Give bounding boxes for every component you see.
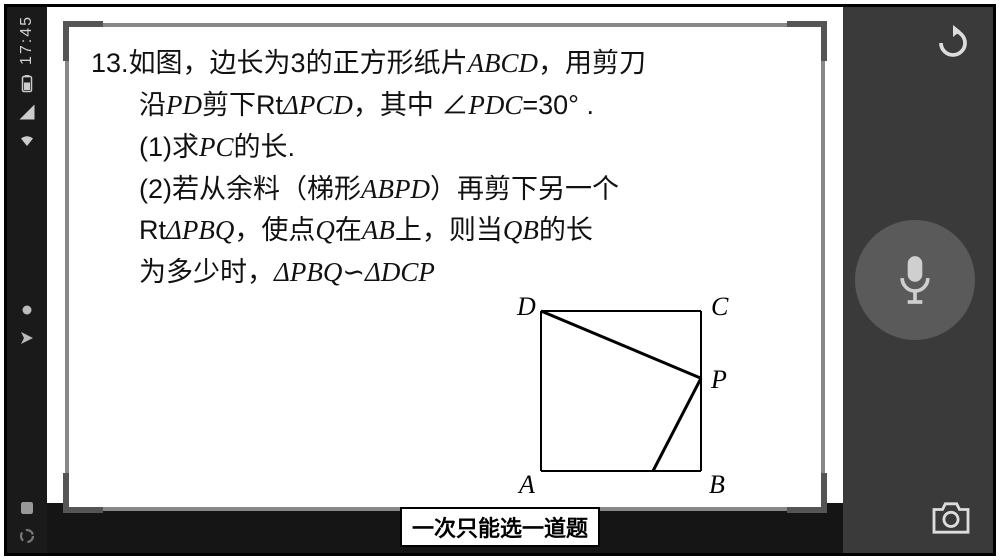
math-var: ABPD	[361, 174, 430, 204]
math-var: ΔPBQ	[274, 257, 342, 287]
text-seg: 的长.	[234, 132, 296, 162]
notification-dot-icon	[18, 301, 36, 319]
crop-handle-bl[interactable]	[63, 473, 103, 513]
hint-banner: 一次只能选一道题	[400, 507, 600, 547]
camera-icon[interactable]	[931, 501, 971, 535]
loading-icon	[18, 527, 36, 545]
text-seg: (2)若从余料（梯形	[139, 174, 361, 204]
text-seg: 上，则当	[395, 215, 503, 245]
text-seg: ，其中 ∠	[353, 90, 469, 120]
math-var: PD	[166, 90, 202, 120]
text-seg: =30° .	[522, 90, 594, 120]
camera-controls-panel	[843, 7, 993, 553]
text-seg: Rt	[139, 215, 166, 245]
math-var: QB	[503, 215, 539, 245]
problem-line-1: 13.如图，边长为3的正方形纸片ABCD，用剪刀	[91, 43, 799, 85]
geometry-diagram: D C A B P	[501, 291, 741, 501]
svg-text:A: A	[517, 470, 535, 499]
problem-text: 13.如图，边长为3的正方形纸片ABCD，用剪刀 沿PD剪下RtΔPCD，其中 …	[69, 27, 821, 294]
text-seg: ，用剪刀	[538, 48, 646, 78]
status-icons-top: 17:45	[18, 15, 36, 149]
screenshot-frame: 17:45	[4, 4, 996, 556]
math-var: ABCD	[468, 48, 539, 78]
text-seg: 为多少时，	[139, 257, 274, 287]
text-seg: ）再剪下另一个	[430, 174, 619, 204]
problem-line-3: (1)求PC的长.	[91, 127, 799, 169]
rotate-icon[interactable]	[935, 25, 971, 61]
math-var: ΔPBQ	[166, 215, 234, 245]
problem-line-2: 沿PD剪下RtΔPCD，其中 ∠PDC=30° .	[91, 85, 799, 127]
text-seg: 的长	[539, 215, 593, 245]
status-icons-mid	[18, 301, 36, 347]
wifi-icon	[18, 131, 36, 149]
svg-text:C: C	[711, 292, 729, 321]
text-seg: 剪下Rt	[202, 90, 283, 120]
app-icon	[18, 499, 36, 517]
crop-handle-tl[interactable]	[63, 21, 103, 61]
crop-selection[interactable]: 13.如图，边长为3的正方形纸片ABCD，用剪刀 沿PD剪下RtΔPCD，其中 …	[65, 23, 825, 511]
math-var: ΔDCP	[365, 257, 435, 287]
text-seg: (1)求	[139, 132, 199, 162]
svg-text:B: B	[709, 470, 725, 499]
signal-icon	[18, 103, 36, 121]
battery-icon	[18, 75, 36, 93]
status-time: 17:45	[18, 15, 36, 65]
crop-handle-br[interactable]	[787, 473, 827, 513]
text-seg: 沿	[139, 90, 166, 120]
math-var: ΔPCD	[283, 90, 353, 120]
android-status-bar: 17:45	[7, 7, 47, 553]
problem-line-6: 为多少时，ΔPBQ∽ΔDCP	[91, 252, 799, 294]
svg-text:D: D	[516, 292, 536, 321]
math-var: PDC	[468, 90, 522, 120]
text-seg: 如图，边长为3的正方形纸片	[129, 48, 468, 78]
problem-line-4: (2)若从余料（梯形ABPD）再剪下另一个	[91, 169, 799, 211]
math-var: AB	[362, 215, 395, 245]
svg-text:P: P	[710, 365, 727, 394]
microphone-icon	[893, 252, 937, 308]
math-var: PC	[199, 132, 234, 162]
status-icons-bottom	[18, 499, 36, 545]
text-seg: ∽	[342, 257, 365, 287]
voice-button[interactable]	[855, 220, 975, 340]
math-var: Q	[315, 215, 335, 245]
text-seg: ，使点	[234, 215, 315, 245]
problem-line-5: RtΔPBQ，使点Q在AB上，则当QB的长	[91, 210, 799, 252]
text-seg: 在	[335, 215, 362, 245]
crop-handle-tr[interactable]	[787, 21, 827, 61]
carrier-icon	[18, 329, 36, 347]
